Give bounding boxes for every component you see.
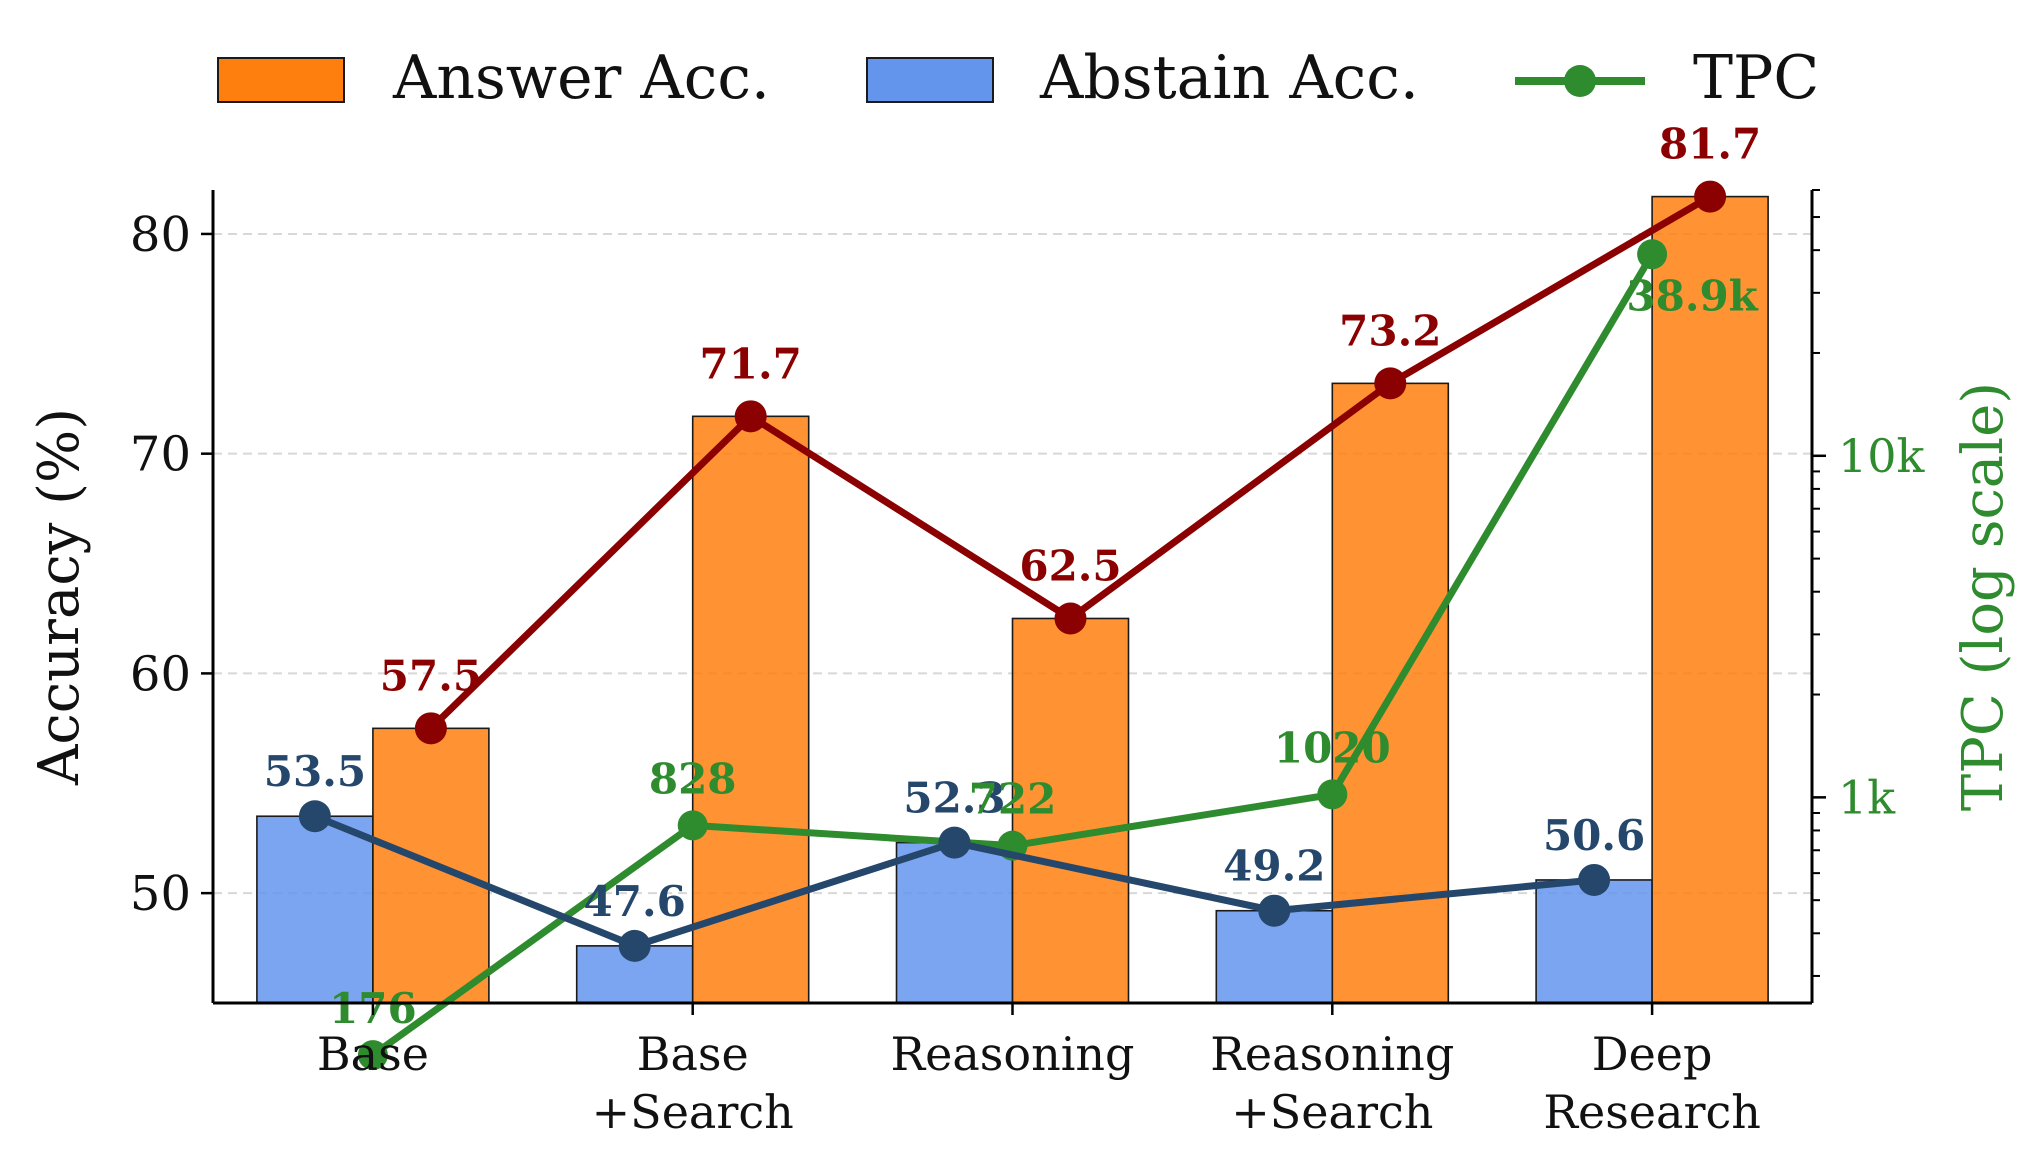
tpc-point — [677, 810, 708, 841]
legend-swatch-abstain — [866, 57, 994, 103]
x-tick-label: Research — [1543, 1085, 1761, 1139]
legend-swatch-answer — [217, 57, 345, 103]
y-tick-label: 60 — [130, 646, 191, 702]
answer-data-label: 62.5 — [1019, 541, 1121, 590]
abstain-point — [298, 800, 331, 833]
tpc-point — [357, 1040, 388, 1071]
x-tick-label: Reasoning — [891, 1027, 1135, 1081]
tpc-data-label: 722 — [969, 775, 1057, 824]
y-axis-title: Accuracy (%) — [27, 408, 92, 786]
answer-data-label: 71.7 — [700, 339, 802, 388]
x-tick-label: Deep — [1592, 1027, 1713, 1081]
legend-swatch-tpc-marker — [1564, 65, 1596, 97]
answer-data-label: 81.7 — [1659, 120, 1761, 169]
abstain-data-label: 50.6 — [1543, 811, 1645, 860]
x-tick-label: Reasoning — [1210, 1027, 1454, 1081]
tpc-data-label: 38.9k — [1626, 271, 1758, 320]
abstain-point — [618, 929, 651, 962]
abstain-data-label: 47.6 — [584, 877, 686, 926]
answer-point — [1054, 602, 1087, 635]
legend-label-answer: Answer Acc. — [392, 43, 770, 113]
abstain-bar — [256, 815, 374, 1004]
abstain-bar — [1535, 879, 1653, 1004]
legend-label-tpc: TPC — [1693, 43, 1819, 113]
answer-point — [1374, 367, 1407, 400]
x-tick-label: Base — [637, 1027, 749, 1081]
answer-point — [1694, 180, 1727, 213]
x-tick-label: Base — [317, 1027, 429, 1081]
abstain-bar — [895, 841, 1014, 1004]
tpc-data-label: 828 — [649, 754, 737, 803]
tpc-point — [1637, 239, 1668, 270]
answer-bar — [691, 415, 810, 1004]
abstain-point — [1258, 894, 1291, 927]
abstain-data-label: 49.2 — [1223, 842, 1325, 891]
abstain-point — [938, 826, 971, 859]
x-tick-label: +Search — [1231, 1085, 1433, 1139]
answer-data-label: 73.2 — [1339, 306, 1441, 355]
legend-label-abstain: Abstain Acc. — [1039, 43, 1419, 113]
y-tick-label: 50 — [130, 866, 191, 922]
abstain-data-label: 53.5 — [264, 747, 366, 796]
y2-tick-label: 10k — [1838, 429, 1926, 483]
y-tick-label: 80 — [130, 207, 191, 263]
tpc-data-label: 1020 — [1274, 723, 1391, 772]
abstain-data-label: 52.3 — [903, 774, 1005, 823]
tpc-point — [1317, 779, 1348, 810]
y2-tick-label: 1k — [1838, 770, 1896, 824]
y2-axis-title: TPC (log scale) — [1951, 382, 2016, 811]
y-tick-label: 70 — [130, 427, 191, 483]
abstain-point — [1578, 863, 1611, 896]
x-tick-label: +Search — [592, 1085, 794, 1139]
answer-data-label: 57.5 — [380, 651, 482, 700]
answer-point — [414, 712, 447, 745]
answer-bar — [1651, 195, 1769, 1004]
answer-point — [734, 400, 767, 433]
